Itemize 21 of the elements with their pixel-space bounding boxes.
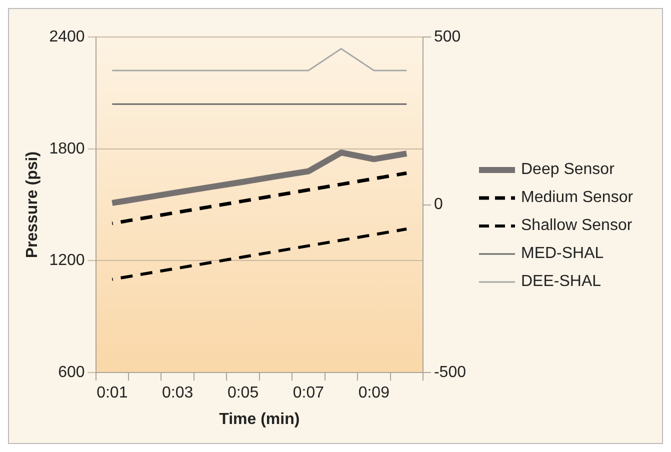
y2-tick-label: -500 <box>434 364 466 382</box>
x-tick-label: 0:03 <box>162 384 194 402</box>
line-series <box>110 171 408 226</box>
x-tick-label: 0:09 <box>358 384 390 402</box>
legend-label: MED-SHAL <box>521 245 604 263</box>
y-tick-label: 1200 <box>49 252 85 270</box>
x-axis-title: Time (min) <box>219 410 300 428</box>
x-tick-label: 0:05 <box>227 384 259 402</box>
legend-label: Deep Sensor <box>521 161 614 179</box>
legend-label: Shallow Sensor <box>521 217 632 235</box>
x-tick-label: 0:07 <box>292 384 324 402</box>
legend-label: DEE-SHAL <box>521 273 602 291</box>
y-axis-title: Pressure (psi) <box>24 151 42 258</box>
legend-label: Medium Sensor <box>521 189 634 207</box>
y-tick-label: 600 <box>58 364 85 382</box>
y-tick-label: 1800 <box>49 140 85 158</box>
y2-tick-label: 500 <box>434 28 461 46</box>
y2-tick-label: 0 <box>434 196 443 214</box>
line-series <box>110 228 408 281</box>
y-tick-label: 2400 <box>49 28 85 46</box>
x-tick-label: 0:01 <box>96 384 128 402</box>
